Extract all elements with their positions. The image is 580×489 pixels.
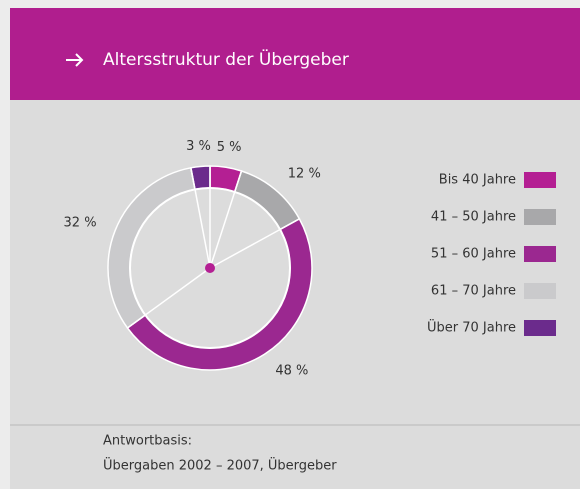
legend-swatch <box>524 172 556 188</box>
value-label: 12 % <box>288 166 321 181</box>
legend-swatch <box>524 283 556 299</box>
legend-swatch <box>524 320 556 336</box>
legend-label: Bis 40 Jahre <box>439 173 516 188</box>
note: Antwortbasis: <box>103 434 192 449</box>
separator <box>190 167 211 269</box>
value-label: 3 % <box>186 139 211 154</box>
value-label: 32 % <box>64 216 97 231</box>
value-label: 5 % <box>217 140 242 155</box>
arrow-icon <box>66 53 84 67</box>
header <box>10 8 580 100</box>
center-dot <box>205 263 215 273</box>
legend-swatch <box>524 246 556 262</box>
note: Übergaben 2002 – 2007, Übergeber <box>103 457 337 474</box>
value-label: 48 % <box>275 364 308 379</box>
legend-label: 61 – 70 Jahre <box>431 284 516 299</box>
legend-label: 41 – 50 Jahre <box>431 210 516 225</box>
separator <box>127 267 211 329</box>
legend-label: Über 70 Jahre <box>427 319 516 336</box>
separator <box>209 170 243 269</box>
chart-title: Altersstruktur der Übergeber <box>103 48 349 70</box>
legend-swatch <box>524 209 556 225</box>
legend-label: 51 – 60 Jahre <box>431 247 516 262</box>
separator <box>209 218 300 269</box>
